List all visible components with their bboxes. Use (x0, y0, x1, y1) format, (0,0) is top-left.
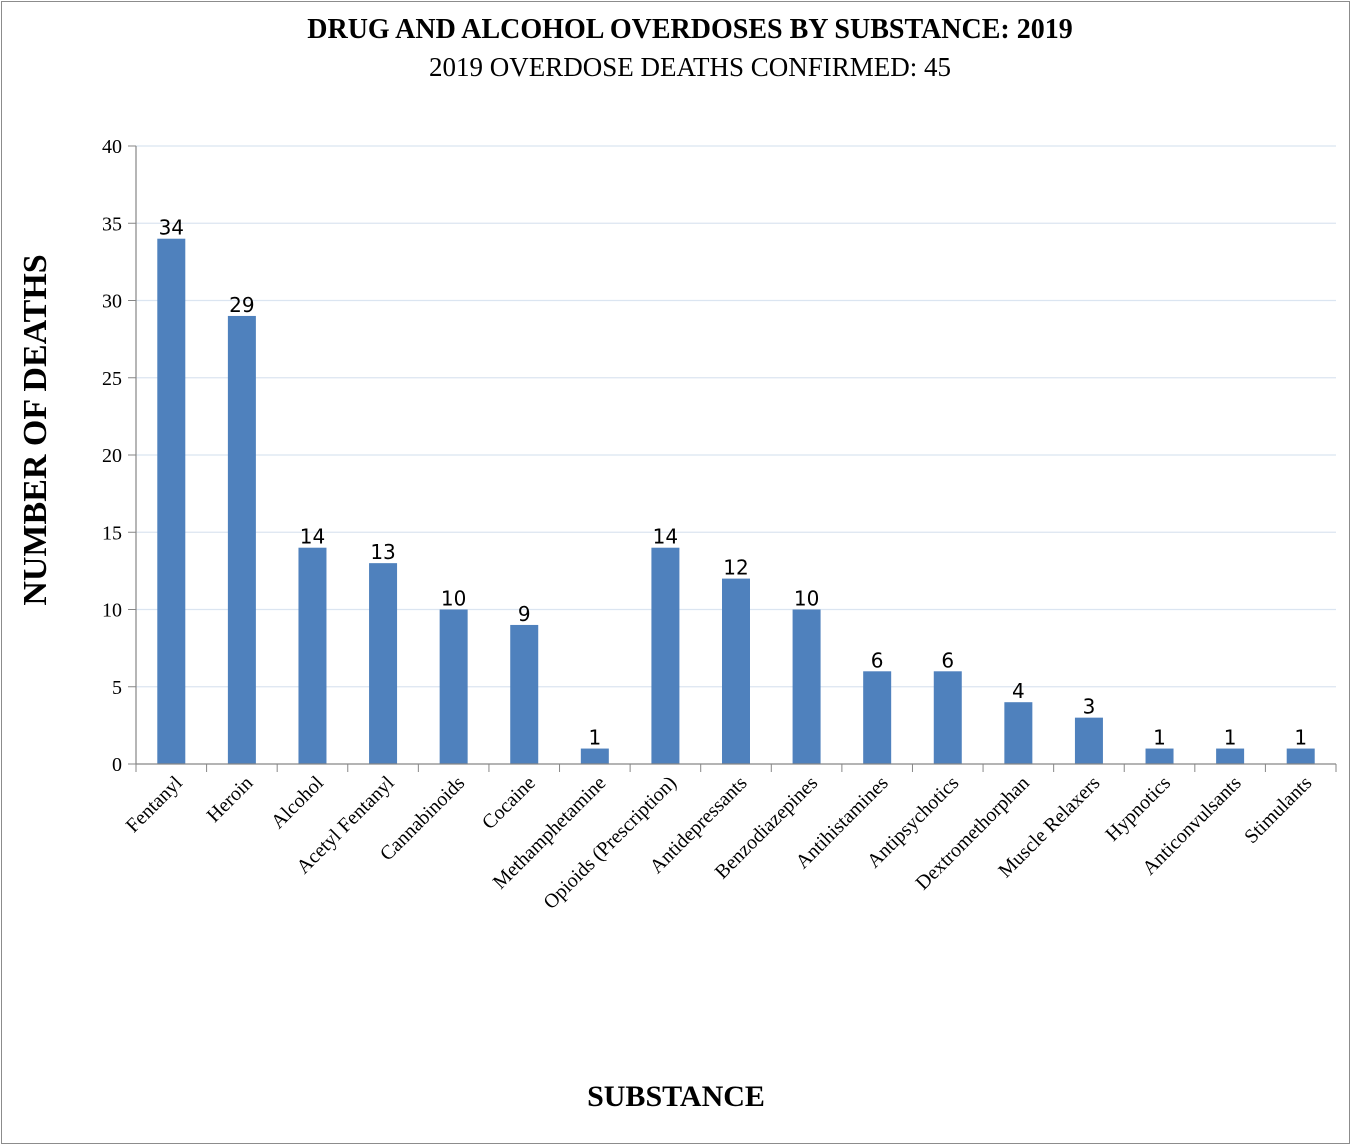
data-label: 10 (441, 587, 466, 611)
y-tick-label: 35 (102, 213, 122, 235)
data-label: 12 (723, 556, 748, 580)
y-tick-label: 20 (102, 445, 122, 467)
bar (227, 315, 256, 764)
y-tick-label: 40 (102, 136, 122, 158)
data-label: 4 (1012, 679, 1025, 703)
data-label: 1 (1294, 726, 1307, 750)
y-tick-label: 15 (102, 522, 122, 544)
chart-subtitle: 2019 OVERDOSE DEATHS CONFIRMED: 45 (429, 52, 951, 82)
x-tick-label: Stimulants (1240, 772, 1316, 848)
y-tick-label: 5 (112, 677, 122, 699)
bar (722, 578, 750, 764)
x-axis-title: SUBSTANCE (587, 1080, 765, 1113)
bar (510, 624, 539, 764)
bar (651, 547, 680, 764)
data-labels: 34 29 14 13 10 9 1 14 12 10 6 6 4 3 1 1 1 (159, 216, 1308, 750)
bar (792, 609, 821, 764)
bar (369, 563, 398, 764)
y-tick-label: 10 (102, 600, 122, 622)
data-label: 1 (588, 726, 601, 750)
data-label: 1 (1224, 726, 1237, 750)
x-tick-label: Alcohol (267, 772, 328, 833)
data-label: 14 (300, 525, 325, 549)
x-tick-label: Heroin (203, 772, 258, 827)
gridlines (136, 145, 1336, 688)
x-tick-label: Cocaine (478, 772, 540, 834)
x-tick-label: Opioids (Prescription) (539, 772, 681, 914)
y-tick-label: 0 (112, 754, 122, 776)
y-tick-label: 25 (102, 368, 122, 390)
x-tick-label: Fentanyl (122, 772, 187, 837)
y-axis-title: NUMBER OF DEATHS (17, 254, 54, 605)
y-tick-labels: 0 5 10 15 20 25 30 35 40 (102, 136, 122, 776)
data-label: 6 (941, 648, 954, 672)
data-label: 29 (229, 293, 254, 317)
data-label: 3 (1083, 695, 1096, 719)
data-label: 14 (653, 525, 678, 549)
bar (1074, 717, 1103, 764)
data-label: 13 (370, 540, 395, 564)
bar (1004, 702, 1033, 764)
bars (157, 238, 1315, 764)
bar (1145, 748, 1174, 764)
y-tick-label: 30 (102, 291, 122, 313)
data-label: 9 (518, 602, 531, 626)
data-label: 34 (159, 216, 184, 240)
bar (157, 238, 186, 764)
data-label: 1 (1153, 726, 1166, 750)
axes (128, 145, 1337, 772)
bar (298, 547, 327, 764)
data-label: 6 (871, 648, 884, 672)
bar (863, 671, 892, 764)
x-tick-label: Hypnotics (1101, 772, 1175, 846)
chart-title: DRUG AND ALCOHOL OVERDOSES BY SUBSTANCE:… (307, 14, 1072, 45)
bar (439, 609, 468, 764)
bar (1216, 748, 1245, 764)
bar (933, 671, 962, 764)
data-label: 10 (794, 587, 819, 611)
bar (1286, 748, 1315, 764)
bar (580, 748, 609, 764)
